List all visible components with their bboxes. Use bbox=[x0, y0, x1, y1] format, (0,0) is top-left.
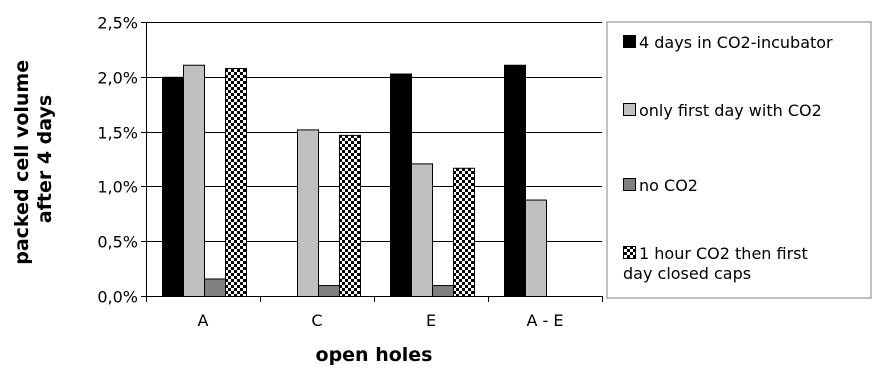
bar bbox=[525, 199, 547, 297]
legend-label: 1 hour CO2 then first day closed caps bbox=[623, 244, 808, 283]
bar bbox=[183, 64, 205, 297]
x-axis-title: open holes bbox=[316, 344, 433, 366]
bar bbox=[390, 73, 412, 298]
legend-label-line: day closed caps bbox=[623, 264, 751, 283]
bar bbox=[504, 64, 526, 297]
bar bbox=[339, 134, 361, 297]
legend-label-line: 4 days in CO2-incubator bbox=[639, 33, 833, 52]
legend-label: only first day with CO2 bbox=[639, 101, 822, 120]
legend-swatch bbox=[623, 103, 636, 116]
legend-label-line: 1 hour CO2 then first bbox=[639, 244, 808, 263]
x-tick-label: C bbox=[311, 311, 322, 330]
y-tick-label: 1,0% bbox=[97, 178, 138, 197]
bar bbox=[453, 167, 475, 297]
y-tick-label: 2,5% bbox=[97, 14, 138, 33]
bar bbox=[297, 129, 319, 297]
bar bbox=[318, 285, 340, 298]
y-axis-title-line-1: packed cell volume bbox=[11, 60, 33, 265]
legend-label-line: only first day with CO2 bbox=[639, 101, 822, 120]
bar bbox=[432, 285, 454, 298]
y-axis-title: packed cell volume after 4 days bbox=[11, 53, 56, 265]
x-tick-label: A - E bbox=[527, 311, 564, 330]
tick-labels: 0,0% 0,5% 1,0% 1,5% 2,0% 2,5% A C E A - E bbox=[97, 14, 563, 331]
bar bbox=[204, 278, 226, 297]
legend-label: no CO2 bbox=[639, 176, 698, 195]
bar bbox=[411, 163, 433, 297]
legend-label: 4 days in CO2-incubator bbox=[639, 33, 833, 52]
y-tick-label: 0,5% bbox=[97, 233, 138, 252]
legend-swatch bbox=[623, 246, 636, 259]
legend-swatch bbox=[623, 178, 636, 191]
y-tick-label: 1,5% bbox=[97, 124, 138, 143]
axes bbox=[141, 22, 603, 302]
bar bbox=[225, 68, 247, 297]
bar bbox=[162, 76, 184, 297]
y-tick-label: 2,0% bbox=[97, 69, 138, 88]
legend: 4 days in CO2-incubator only first day wi… bbox=[606, 21, 872, 299]
y-axis-title-line-2: after 4 days bbox=[34, 95, 56, 223]
legend-label-line: no CO2 bbox=[639, 176, 698, 195]
legend-box bbox=[606, 21, 872, 299]
y-tick-label: 0,0% bbox=[97, 288, 138, 307]
x-tick-label: A bbox=[198, 311, 209, 330]
legend-swatch bbox=[623, 35, 636, 48]
legend-items: 4 days in CO2-incubator only first day wi… bbox=[623, 33, 833, 283]
x-tick-label: E bbox=[426, 311, 436, 330]
